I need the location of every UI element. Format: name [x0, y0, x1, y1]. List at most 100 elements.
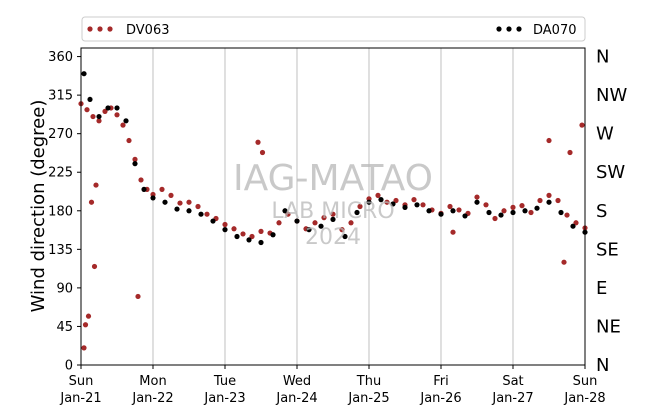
x-axis-ticks: Sun Jan-21 Mon Jan-22 Tue Jan-23 Wed Jan-24 Thu J… — [59, 365, 606, 406]
data-point — [462, 213, 468, 219]
legend: DV063 DA070 — [81, 16, 586, 42]
y-tick-label: 180 — [48, 204, 73, 219]
series-da070 — [81, 71, 588, 246]
legend-box — [81, 16, 586, 42]
x-tick-date: Jan-22 — [131, 391, 173, 406]
data-point — [450, 208, 456, 214]
data-point — [426, 208, 432, 214]
y-tick-label: 0 — [65, 359, 73, 374]
data-point — [85, 313, 92, 319]
data-point — [210, 218, 216, 224]
data-point — [88, 199, 95, 205]
y-axis-title: Wind direction (degree) — [28, 100, 49, 313]
data-point — [414, 202, 420, 208]
direction-label-sw: SW — [596, 162, 625, 183]
data-point — [510, 209, 516, 216]
data-point — [81, 345, 87, 351]
data-point — [546, 192, 552, 198]
direction-label-nw: NW — [596, 85, 627, 106]
x-tick-date: Jan-21 — [59, 391, 101, 406]
data-point — [402, 204, 408, 210]
data-point — [486, 209, 492, 216]
data-point — [384, 199, 390, 205]
data-point — [132, 156, 138, 162]
data-point — [348, 220, 354, 226]
data-point — [306, 227, 312, 233]
direction-label-n: N — [596, 355, 609, 376]
watermark-line2: LAB MICRO — [271, 199, 394, 224]
x-tick-date: Jan-27 — [491, 391, 533, 406]
data-point — [492, 215, 498, 222]
data-point — [123, 118, 129, 124]
y-tick-label: 45 — [56, 320, 73, 335]
data-point — [198, 211, 204, 217]
data-point — [354, 209, 360, 216]
data-point — [282, 208, 288, 214]
legend-label-dv063: DV063 — [126, 23, 170, 38]
data-point — [498, 212, 504, 218]
data-point — [138, 177, 144, 183]
x-tick-day: Tue — [213, 374, 236, 389]
data-point — [474, 199, 480, 205]
data-point — [81, 71, 87, 77]
data-point — [177, 200, 183, 206]
data-point — [411, 197, 417, 203]
x-tick-day: Fri — [433, 374, 449, 389]
data-point — [234, 233, 240, 240]
data-point — [162, 199, 168, 205]
x-tick-day: Sun — [573, 374, 598, 389]
data-point — [393, 197, 399, 204]
data-point — [141, 186, 147, 192]
data-point — [318, 223, 324, 229]
data-point — [91, 263, 98, 270]
data-points — [78, 71, 588, 351]
x-tick-date: Jan-23 — [203, 391, 245, 406]
data-point — [93, 182, 99, 188]
data-point — [82, 322, 89, 328]
data-point — [510, 204, 516, 210]
data-point — [96, 118, 102, 124]
data-point — [294, 218, 300, 224]
data-point — [567, 149, 573, 156]
data-point — [195, 203, 201, 210]
direction-label-n: N — [596, 47, 609, 68]
data-point — [330, 216, 336, 222]
data-point — [537, 197, 543, 204]
y-axis-ticks: 0 45 90 135 180 225 270 315 360 — [48, 50, 81, 374]
data-point — [105, 105, 111, 111]
data-point — [390, 201, 396, 207]
data-point — [342, 233, 348, 240]
data-point — [357, 203, 363, 210]
data-point — [240, 231, 246, 237]
data-point — [312, 220, 318, 226]
y-tick-label: 270 — [48, 127, 73, 142]
data-point — [522, 208, 528, 214]
data-point — [259, 149, 266, 156]
data-point — [339, 227, 345, 233]
legend-marker-da070 — [496, 26, 522, 32]
direction-label-s: S — [596, 201, 607, 222]
data-point — [120, 122, 126, 128]
data-point — [555, 197, 561, 204]
data-point — [483, 202, 489, 208]
direction-label-ne: NE — [596, 316, 621, 337]
y-tick-label: 135 — [48, 243, 73, 258]
data-point — [135, 293, 141, 300]
direction-label-se: SE — [596, 239, 619, 260]
data-point — [87, 96, 93, 103]
watermark: IAG-MATAO LAB MICRO 2024 — [233, 158, 433, 250]
data-point — [573, 220, 579, 226]
data-point — [420, 202, 426, 208]
data-point — [186, 208, 192, 214]
data-point — [114, 112, 120, 118]
data-point — [270, 232, 276, 238]
data-point — [84, 107, 90, 113]
x-tick-date: Jan-25 — [347, 391, 389, 406]
x-tick-day: Wed — [283, 374, 311, 389]
data-point — [150, 195, 156, 201]
direction-labels: N NE E SE S SW W NW N — [596, 47, 627, 376]
data-point — [246, 237, 252, 243]
data-point — [159, 186, 165, 192]
x-tick-day: Thu — [356, 374, 381, 389]
